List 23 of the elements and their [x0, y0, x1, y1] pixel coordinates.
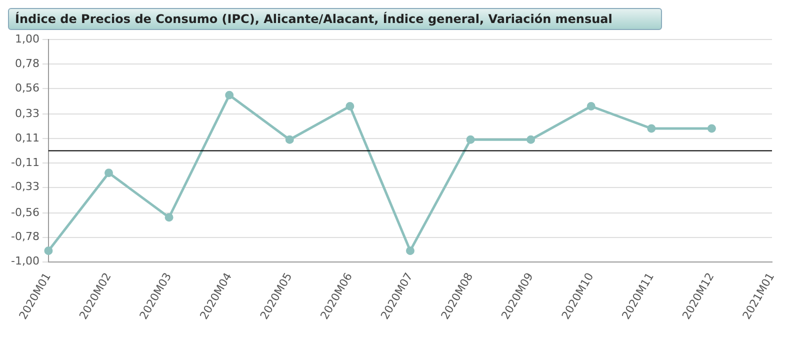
y-tick-label: -0,56: [10, 206, 40, 219]
point: [225, 90, 234, 100]
point: [164, 213, 174, 222]
y-tick-label: 0,11: [14, 131, 40, 144]
y-tick-label: -0,33: [10, 180, 40, 194]
chart-title: Índice de Precios de Consumo (IPC), Alicante/Alacant, Índice general, Variación mensual: [8, 8, 662, 30]
point: [586, 102, 596, 111]
point: [285, 135, 294, 144]
point: [647, 124, 656, 133]
y-tick-label: 0,33: [14, 106, 40, 120]
y-tick-label: -0,11: [10, 156, 40, 169]
point: [104, 168, 114, 178]
point: [44, 246, 53, 255]
point: [406, 246, 414, 255]
y-tick-label: 1,00: [14, 32, 40, 46]
point: [466, 135, 475, 144]
y-tick-label: 0,56: [14, 81, 40, 94]
point: [707, 124, 716, 133]
y-tick-label: 0,78: [14, 56, 40, 70]
point: [526, 135, 536, 144]
point: [346, 102, 354, 111]
y-tick-label: -1,00: [10, 254, 40, 268]
y-tick-label: -0,78: [10, 230, 40, 244]
